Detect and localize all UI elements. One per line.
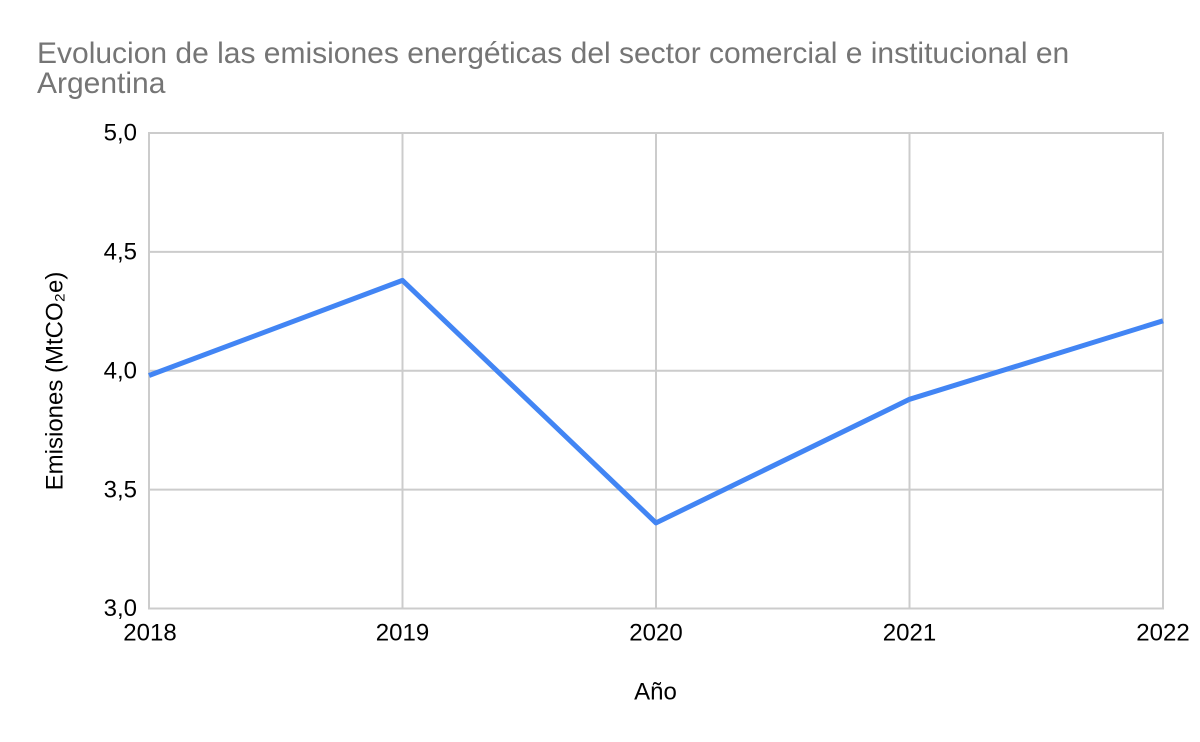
- svg-text:3,0: 3,0: [104, 595, 137, 622]
- svg-text:Argentina: Argentina: [37, 67, 166, 100]
- svg-text:Emisiones (MtCO₂e): Emisiones (MtCO₂e): [42, 272, 69, 491]
- svg-text:2020: 2020: [629, 620, 682, 647]
- svg-text:Evolucion de las emisiones ene: Evolucion de las emisiones energéticas d…: [37, 37, 1069, 70]
- svg-text:Año: Año: [634, 679, 677, 706]
- svg-text:2021: 2021: [883, 620, 936, 647]
- svg-text:2018: 2018: [123, 620, 176, 647]
- svg-text:2022: 2022: [1136, 620, 1189, 647]
- svg-text:3,5: 3,5: [104, 476, 137, 503]
- svg-text:5,0: 5,0: [104, 120, 137, 147]
- svg-text:4,0: 4,0: [104, 357, 137, 384]
- svg-text:2019: 2019: [376, 620, 429, 647]
- svg-text:4,5: 4,5: [104, 239, 137, 266]
